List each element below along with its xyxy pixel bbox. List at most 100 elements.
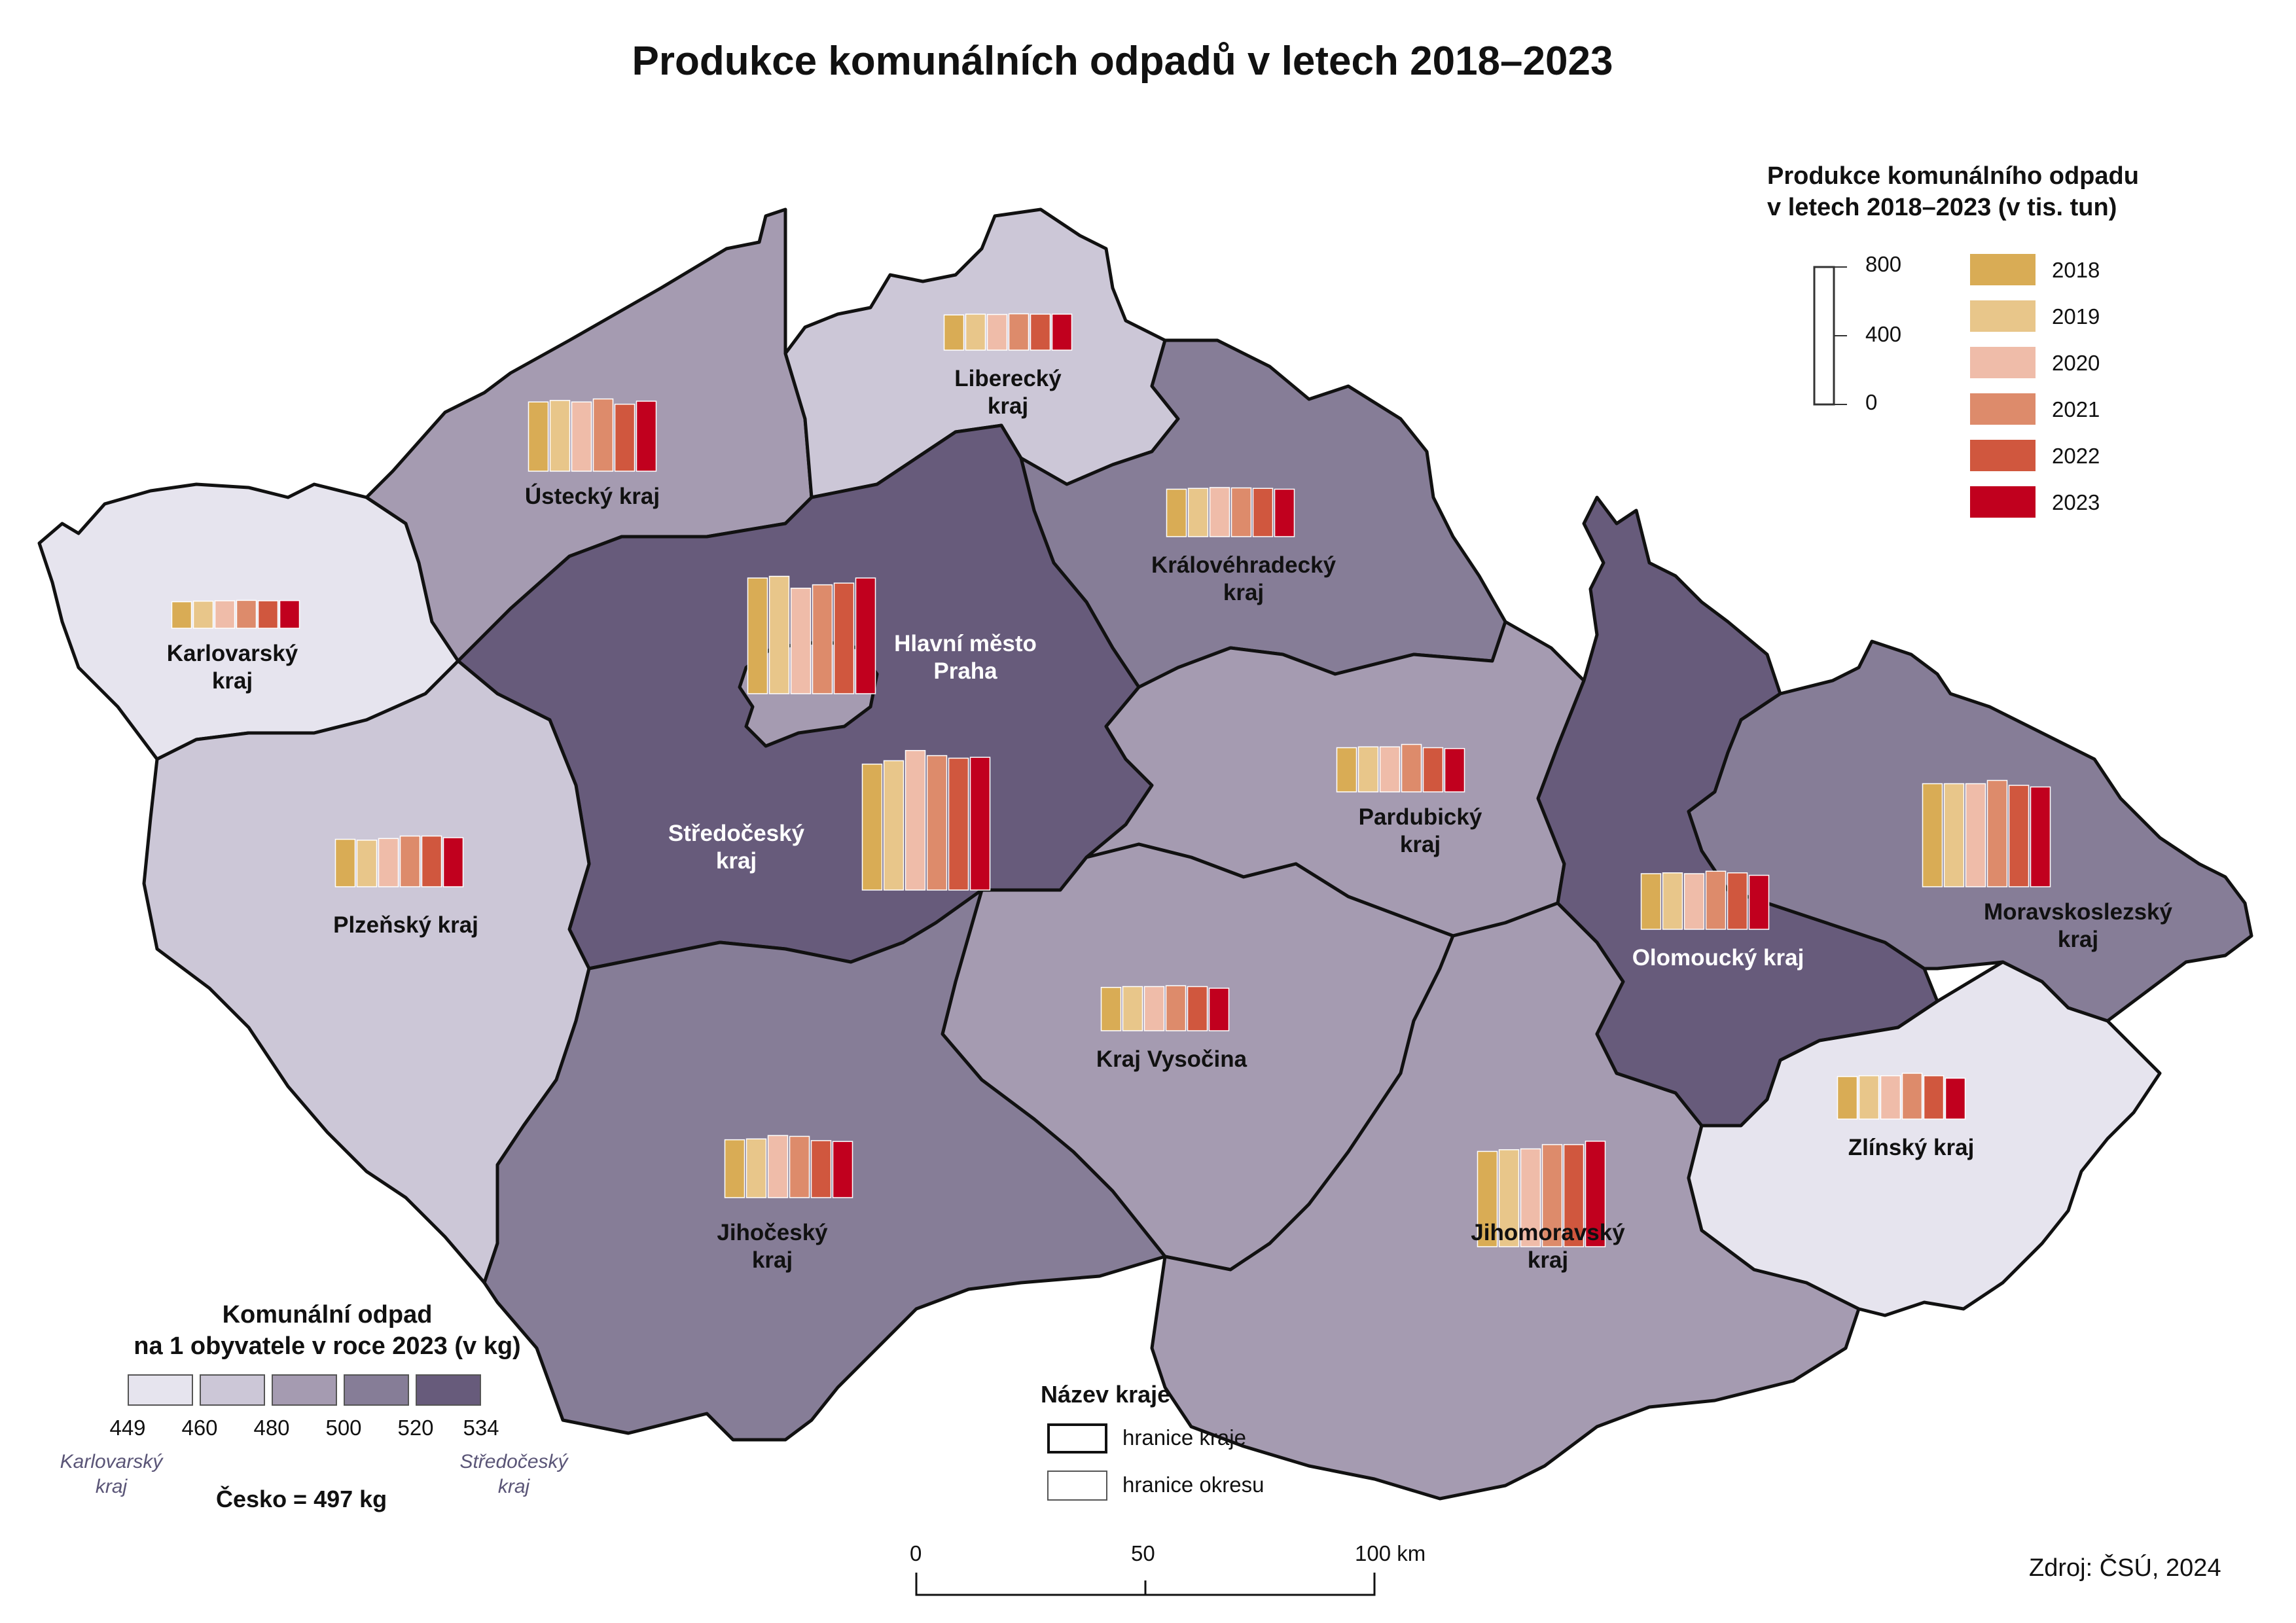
- bar-karlovarsky-2023: [279, 599, 300, 629]
- year-label: 2018: [2052, 258, 2100, 282]
- year-swatch: [1970, 254, 2036, 285]
- class-break-500: 500: [325, 1416, 362, 1440]
- bar-jihomoravsky-2018: [1477, 1150, 1498, 1247]
- region-label-liberecky: kraj: [988, 393, 1028, 419]
- bar-plzensky-2022: [421, 835, 442, 887]
- bar-zlinsky-2019: [1858, 1075, 1880, 1120]
- bar-karlovarsky-2019: [192, 600, 214, 629]
- region-label-jihomoravsky: kraj: [1528, 1247, 1568, 1273]
- class-legend-title: Komunální odpad na 1 obyvatele v roce 20…: [134, 1301, 521, 1360]
- max-region-note: Středočeský kraj: [459, 1451, 568, 1497]
- class-break-520: 520: [397, 1416, 434, 1440]
- bar-zlinsky-2022: [1923, 1075, 1945, 1120]
- bar-vysocina-2019: [1122, 986, 1143, 1031]
- bar-jihocesky-2022: [810, 1140, 832, 1198]
- bar-moravskoslezsky-2018: [1922, 783, 1943, 887]
- bar-scale-tick-800: 800: [1865, 252, 1902, 276]
- scale-label-0: 0: [910, 1541, 922, 1565]
- bar-jihomoravsky-2022: [1563, 1144, 1585, 1247]
- bar-liberecky-2023: [1051, 313, 1073, 351]
- region-label-ustecky: Ústecký kraj: [525, 483, 660, 509]
- class-break-480: 480: [253, 1416, 290, 1440]
- bar-pardubicky-2019: [1357, 746, 1379, 793]
- year-swatch: [1970, 486, 2036, 518]
- year-label: 2021: [2052, 397, 2100, 421]
- year-swatch: [1970, 347, 2036, 378]
- region-label-karlovarsky: Karlovarský: [167, 641, 298, 666]
- bar-stredocesky-2023: [969, 757, 991, 891]
- bar-stredocesky-2020: [905, 750, 926, 891]
- bar-olomoucky-2018: [1640, 873, 1662, 930]
- region-label-jihocesky: kraj: [752, 1247, 793, 1273]
- bar-scale-box: [1813, 266, 1835, 406]
- region-label-praha: Hlavní město: [894, 631, 1037, 656]
- bar-ustecky-2022: [614, 403, 636, 472]
- bar-karlovarsky-2020: [214, 600, 236, 629]
- bar-jihocesky-2020: [767, 1135, 789, 1198]
- bar-plzensky-2021: [399, 835, 421, 887]
- region-label-plzensky: Plzeňský kraj: [333, 912, 478, 938]
- year-label: 2023: [2052, 490, 2100, 514]
- year-legend-item-2018: 2018: [1970, 254, 2140, 287]
- bar-pardubicky-2023: [1444, 748, 1465, 793]
- bar-pardubicky-2022: [1422, 747, 1444, 793]
- bar-olomoucky-2020: [1683, 873, 1705, 930]
- bar-praha-2021: [812, 584, 833, 694]
- bar-pardubicky-2021: [1401, 743, 1422, 793]
- region-border-label: hranice kraje: [1122, 1425, 1246, 1450]
- scale-label-100: 100 km: [1355, 1541, 1426, 1565]
- national-average: Česko = 497 kg: [216, 1486, 387, 1512]
- year-legend-item-2020: 2020: [1970, 347, 2140, 380]
- bar-karlovarsky-2018: [171, 601, 192, 629]
- region-label-pardubicky: Pardubický: [1359, 804, 1482, 830]
- border-legend-title: Název kraje: [1041, 1381, 1171, 1408]
- class-swatch-1: [200, 1374, 265, 1406]
- bar-zlinsky-2023: [1945, 1077, 1966, 1120]
- bar-praha-2018: [747, 577, 768, 694]
- bar-scale-tick-400: 400: [1865, 322, 1902, 346]
- bar-liberecky-2018: [943, 314, 965, 351]
- bar-vysocina-2022: [1187, 986, 1208, 1031]
- bar-jihocesky-2023: [832, 1141, 853, 1198]
- year-legend-item-2019: 2019: [1970, 300, 2140, 333]
- bar-liberecky-2020: [986, 313, 1008, 351]
- bar-olomoucky-2023: [1748, 874, 1770, 930]
- bar-plzensky-2019: [356, 840, 378, 887]
- bar-legend-title: Produkce komunálního odpadu v letech 201…: [1767, 162, 2139, 221]
- bar-plzensky-2018: [334, 838, 356, 887]
- region-label-kralovehradecky: kraj: [1223, 580, 1264, 605]
- scale-bar: [915, 1573, 1376, 1596]
- class-break-534: 534: [463, 1416, 499, 1440]
- region-label-vysocina: Kraj Vysočina: [1096, 1046, 1247, 1072]
- bar-kralovehradecky-2020: [1209, 487, 1230, 537]
- region-label-karlovarsky: kraj: [212, 668, 253, 694]
- year-swatch: [1970, 440, 2036, 471]
- region-label-pardubicky: kraj: [1400, 832, 1441, 857]
- region-label-stredocesky: Středočeský: [668, 821, 805, 846]
- bar-zlinsky-2018: [1837, 1076, 1858, 1120]
- bar-moravskoslezsky-2021: [1986, 779, 2008, 887]
- bar-karlovarsky-2021: [236, 599, 257, 629]
- year-legend-item-2023: 2023: [1970, 486, 2140, 519]
- bar-liberecky-2021: [1008, 313, 1030, 351]
- bar-vysocina-2018: [1100, 987, 1122, 1031]
- bar-jihomoravsky-2021: [1541, 1144, 1563, 1247]
- bar-liberecky-2022: [1030, 313, 1051, 351]
- bar-praha-2020: [790, 588, 812, 694]
- bar-jihocesky-2018: [724, 1139, 745, 1198]
- bar-moravskoslezsky-2019: [1943, 783, 1965, 887]
- bar-zlinsky-2021: [1901, 1073, 1923, 1120]
- bar-kralovehradecky-2018: [1166, 488, 1187, 537]
- min-region-note: Karlovarský kraj: [60, 1451, 163, 1497]
- bar-scale-legend: [1813, 266, 1847, 406]
- year-swatch: [1970, 300, 2036, 332]
- region-label-olomoucky: Olomoucký kraj: [1632, 945, 1804, 971]
- bar-vysocina-2023: [1208, 988, 1230, 1031]
- year-legend-item-2021: 2021: [1970, 393, 2140, 426]
- region-label-moravskoslezsky: Moravskoslezský: [1984, 899, 2172, 925]
- bar-vysocina-2021: [1165, 985, 1187, 1031]
- class-swatch-3: [344, 1374, 409, 1406]
- region-label-jihomoravsky: Jihomoravský: [1471, 1220, 1625, 1245]
